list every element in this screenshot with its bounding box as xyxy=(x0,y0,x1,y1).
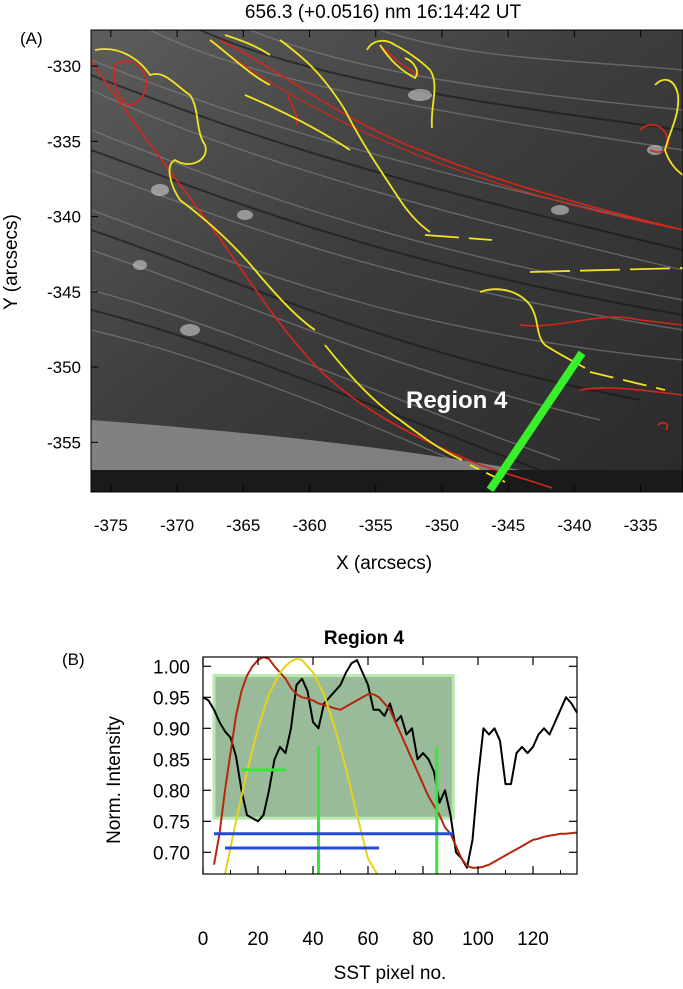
plot-series xyxy=(203,657,577,874)
highlight-box xyxy=(212,674,455,820)
panel-a: (A) 656.3 (+0.0516) nm 16:14:42 UT xyxy=(1,2,683,574)
b-ytick-label: 1.00 xyxy=(153,657,190,678)
fibril-texture xyxy=(91,30,683,481)
b-ytick-label: 0.95 xyxy=(153,688,190,709)
a-xtick-label: -335 xyxy=(624,516,658,535)
panel-a-frame xyxy=(90,29,683,493)
b-xtick-label: 40 xyxy=(302,929,323,950)
b-ytick-label: 0.70 xyxy=(153,843,190,864)
image-background xyxy=(91,30,683,492)
panel-b-ticks: 0 20 40 60 80 100 120 0.70 0.75 0.80 0.85 0.90 0.95 1… xyxy=(153,657,577,950)
a-xtick-label: -340 xyxy=(557,516,591,535)
a-ytick-label: -335 xyxy=(47,132,81,151)
a-xtick-label: -345 xyxy=(491,516,525,535)
black-profile-line xyxy=(203,659,577,869)
panel-b-label: (B) xyxy=(62,650,85,669)
b-ytick-label: 0.85 xyxy=(153,750,190,771)
b-xtick-label: 60 xyxy=(357,929,378,950)
panel-a-title: 656.3 (+0.0516) nm 16:14:42 UT xyxy=(245,2,522,23)
panel-b-ylabel: Norm. Intensity xyxy=(104,716,125,844)
a-xtick-label: -355 xyxy=(359,516,393,535)
panel-a-label: (A) xyxy=(20,29,43,48)
b-xtick-label: 120 xyxy=(517,929,549,950)
panel-b-xlabel: SST pixel no. xyxy=(334,963,447,984)
b-ytick-label: 0.80 xyxy=(153,781,190,802)
a-ytick-label: -340 xyxy=(47,208,81,227)
b-ytick-label: 0.90 xyxy=(153,719,190,740)
a-xtick-label: -365 xyxy=(226,516,260,535)
limb-dark-strip xyxy=(91,470,683,492)
a-ytick-label: -330 xyxy=(47,57,81,76)
a-xtick-label: -360 xyxy=(293,516,327,535)
a-ytick-label: -350 xyxy=(47,358,81,377)
a-xtick-label: -370 xyxy=(160,516,194,535)
panel-b: (B) Region 4 0 20 40 60 80 100 120 0.70 0.75 0.80… xyxy=(62,628,578,984)
plot-shapes xyxy=(212,674,455,820)
panel-a-ticks: -375 -370 -365 -360 -355 -350 -345 -340 -335 -330… xyxy=(47,30,658,535)
region-4-label: Region 4 xyxy=(406,387,508,414)
plot-overlay xyxy=(214,746,454,874)
red-profile-line xyxy=(213,657,577,869)
panel-a-ylabel: Y (arcsecs) xyxy=(1,214,22,310)
b-xtick-label: 20 xyxy=(247,929,268,950)
a-ytick-label: -345 xyxy=(47,283,81,302)
solar-image: Region 4 xyxy=(91,30,683,492)
a-ytick-label: -355 xyxy=(47,433,81,452)
yellow-contours xyxy=(94,34,683,483)
panel-a-xlabel: X (arcsecs) xyxy=(336,553,432,574)
region-4-cut-line xyxy=(486,350,586,492)
yellow-profile-line xyxy=(224,657,379,874)
dark-fibrils xyxy=(91,30,683,471)
b-xtick-label: 80 xyxy=(412,929,433,950)
b-xtick-label: 0 xyxy=(198,929,209,950)
b-ytick-label: 0.75 xyxy=(153,812,190,833)
a-xtick-label: -350 xyxy=(425,516,459,535)
panel-b-frame xyxy=(202,656,578,875)
b-xtick-label: 100 xyxy=(462,929,494,950)
panel-b-title: Region 4 xyxy=(324,628,405,649)
a-xtick-label: -375 xyxy=(94,516,128,535)
